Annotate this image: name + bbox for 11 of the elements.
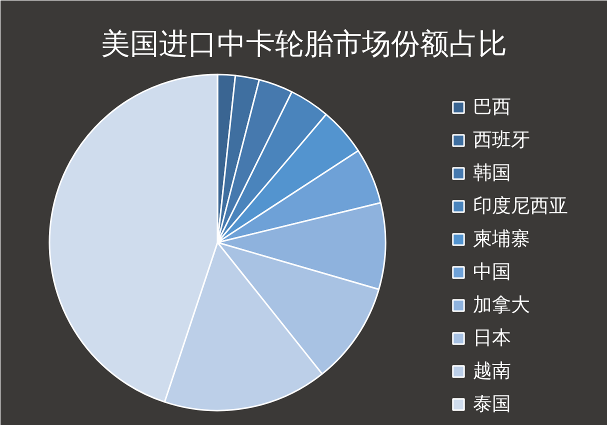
legend-label: 西班牙	[473, 128, 530, 153]
chart-title: 美国进口中卡轮胎市场份额占比	[101, 26, 507, 60]
legend-label: 韩国	[473, 161, 511, 186]
legend-label: 日本	[473, 326, 511, 351]
legend-label: 越南	[473, 359, 511, 384]
legend-label: 印度尼西亚	[473, 194, 568, 219]
legend-label: 巴西	[473, 95, 511, 120]
legend-label: 泰国	[473, 392, 511, 417]
legend-label: 中国	[473, 260, 511, 285]
legend-label: 加拿大	[473, 293, 530, 318]
legend-label: 柬埔寨	[473, 227, 530, 252]
